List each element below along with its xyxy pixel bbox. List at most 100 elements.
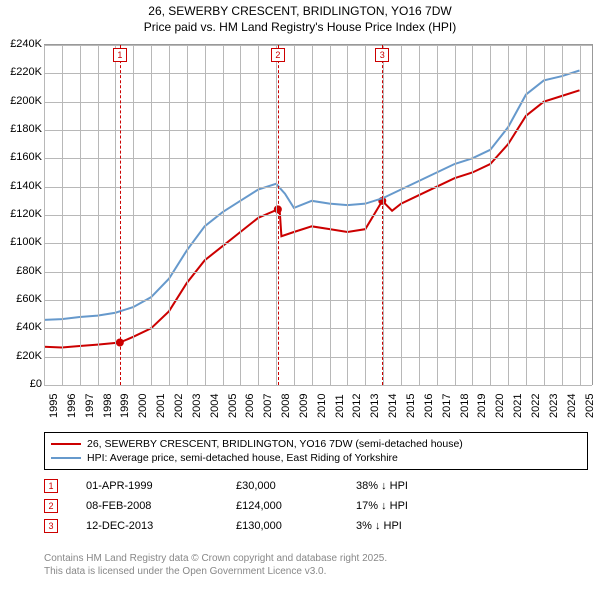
title-block: 26, SEWERBY CRESCENT, BRIDLINGTON, YO16 … [0, 0, 600, 35]
gridline-v [80, 45, 81, 385]
y-tick-label: £20K [16, 350, 42, 362]
gridline-v [187, 45, 188, 385]
gridline-v [419, 45, 420, 385]
y-tick-label: £100K [10, 236, 42, 248]
gridline-v [312, 45, 313, 385]
gridline-v [240, 45, 241, 385]
footer-line1: Contains HM Land Registry data © Crown c… [44, 552, 387, 565]
x-tick-label: 2013 [369, 394, 381, 418]
x-tick-label: 2012 [351, 394, 363, 418]
x-tick-label: 2023 [548, 394, 560, 418]
x-tick-label: 2005 [227, 394, 239, 418]
gridline-h [44, 130, 592, 131]
x-tick-label: 2016 [423, 394, 435, 418]
gridline-v [223, 45, 224, 385]
x-tick-label: 2021 [512, 394, 524, 418]
legend-swatch [51, 443, 81, 445]
sale-delta: 38% ↓ HPI [356, 480, 476, 492]
gridline-v [44, 45, 45, 385]
gridline-h [44, 158, 592, 159]
gridline-v [383, 45, 384, 385]
gridline-h [44, 385, 592, 386]
gridline-h [44, 300, 592, 301]
x-tick-label: 2022 [530, 394, 542, 418]
legend-item: 26, SEWERBY CRESCENT, BRIDLINGTON, YO16 … [51, 437, 581, 451]
x-tick-label: 2018 [459, 394, 471, 418]
x-tick-label: 2001 [155, 394, 167, 418]
gridline-v [98, 45, 99, 385]
gridline-h [44, 243, 592, 244]
x-tick-label: 1997 [84, 394, 96, 418]
legend-swatch [51, 457, 81, 459]
y-tick-label: £200K [10, 95, 42, 107]
x-tick-label: 2019 [476, 394, 488, 418]
footer-line2: This data is licensed under the Open Gov… [44, 565, 387, 578]
gridline-h [44, 45, 592, 46]
legend: 26, SEWERBY CRESCENT, BRIDLINGTON, YO16 … [44, 432, 588, 470]
event-marker-line [278, 45, 279, 385]
sales-row: 3 12-DEC-2013 £130,000 3% ↓ HPI [44, 516, 588, 536]
y-tick-label: £140K [10, 180, 42, 192]
gridline-h [44, 187, 592, 188]
title-line2: Price paid vs. HM Land Registry's House … [0, 20, 600, 36]
y-tick-label: £60K [16, 293, 42, 305]
sale-date: 12-DEC-2013 [86, 520, 236, 532]
gridline-v [562, 45, 563, 385]
sale-date: 01-APR-1999 [86, 480, 236, 492]
x-tick-label: 2006 [244, 394, 256, 418]
y-tick-label: £120K [10, 208, 42, 220]
gridline-v [365, 45, 366, 385]
x-tick-label: 1999 [119, 394, 131, 418]
plot-area [44, 44, 593, 385]
gridline-v [62, 45, 63, 385]
gridline-v [151, 45, 152, 385]
chart-container: 26, SEWERBY CRESCENT, BRIDLINGTON, YO16 … [0, 0, 600, 590]
x-tick-label: 2004 [209, 394, 221, 418]
y-tick-label: £220K [10, 66, 42, 78]
x-tick-label: 2017 [441, 394, 453, 418]
legend-item: HPI: Average price, semi-detached house,… [51, 451, 581, 465]
x-tick-label: 2014 [387, 394, 399, 418]
gridline-h [44, 328, 592, 329]
gridline-v [508, 45, 509, 385]
event-marker-box: 2 [271, 48, 285, 62]
gridline-v [205, 45, 206, 385]
x-tick-label: 1996 [66, 394, 78, 418]
gridline-v [490, 45, 491, 385]
sale-delta: 17% ↓ HPI [356, 500, 476, 512]
event-marker-line [382, 45, 383, 385]
event-marker-line [120, 45, 121, 385]
gridline-v [472, 45, 473, 385]
gridline-h [44, 272, 592, 273]
gridline-v [437, 45, 438, 385]
sales-row: 2 08-FEB-2008 £124,000 17% ↓ HPI [44, 496, 588, 516]
y-tick-label: £160K [10, 151, 42, 163]
gridline-v [294, 45, 295, 385]
x-tick-label: 2010 [316, 394, 328, 418]
x-tick-label: 1998 [102, 394, 114, 418]
x-tick-label: 2015 [405, 394, 417, 418]
gridline-h [44, 215, 592, 216]
gridline-h [44, 357, 592, 358]
gridline-v [169, 45, 170, 385]
sale-price: £30,000 [236, 480, 356, 492]
x-tick-label: 2000 [137, 394, 149, 418]
x-tick-label: 2024 [566, 394, 578, 418]
x-tick-label: 2007 [262, 394, 274, 418]
gridline-v [258, 45, 259, 385]
gridline-v [526, 45, 527, 385]
sales-table: 1 01-APR-1999 £30,000 38% ↓ HPI 2 08-FEB… [44, 476, 588, 536]
event-marker-box: 1 [113, 48, 127, 62]
gridline-v [580, 45, 581, 385]
x-tick-label: 2020 [494, 394, 506, 418]
x-tick-label: 2008 [280, 394, 292, 418]
gridline-v [330, 45, 331, 385]
event-marker-box: 3 [375, 48, 389, 62]
x-tick-label: 2002 [173, 394, 185, 418]
sale-price: £130,000 [236, 520, 356, 532]
gridline-v [115, 45, 116, 385]
sale-marker-3: 3 [44, 519, 58, 533]
sale-marker-1: 1 [44, 479, 58, 493]
x-tick-label: 2025 [584, 394, 596, 418]
legend-label: 26, SEWERBY CRESCENT, BRIDLINGTON, YO16 … [87, 438, 463, 450]
